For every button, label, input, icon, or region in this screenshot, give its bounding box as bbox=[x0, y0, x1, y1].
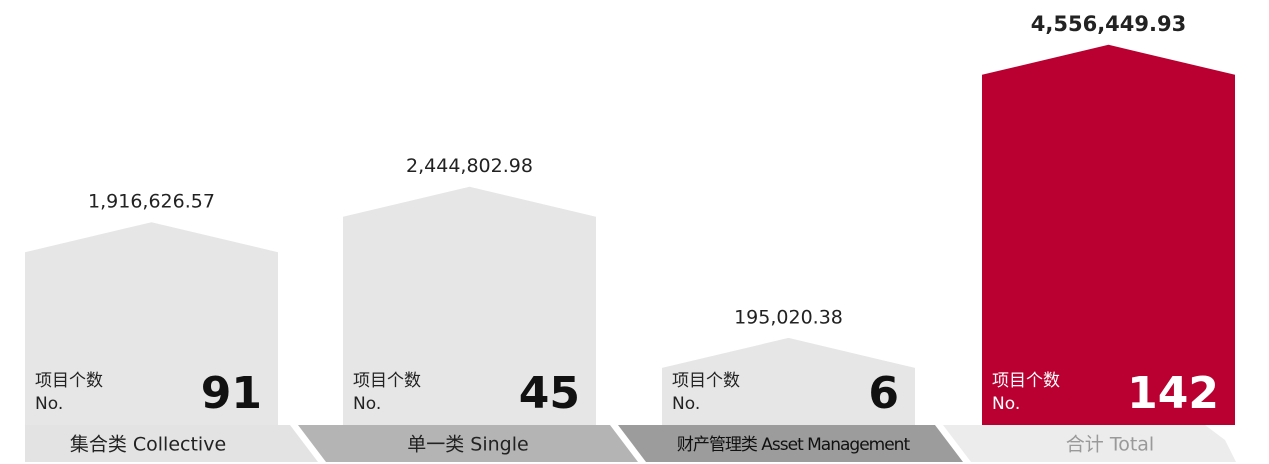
count-value: 6 bbox=[868, 368, 899, 419]
value-label: 195,020.38 bbox=[734, 306, 843, 328]
value-label: 4,556,449.93 bbox=[1031, 12, 1186, 36]
count-sublabel: No. bbox=[992, 394, 1020, 414]
value-label: 1,916,626.57 bbox=[88, 191, 215, 213]
count-sublabel: No. bbox=[353, 394, 381, 414]
category-label: 单一类 Single bbox=[407, 434, 528, 456]
category-label: 财产管理类 Asset Management bbox=[677, 435, 911, 455]
count-label: 项目个数 bbox=[353, 371, 421, 391]
bar bbox=[662, 337, 915, 425]
category-label: 集合类 Collective bbox=[70, 434, 226, 456]
count-sublabel: No. bbox=[35, 394, 63, 414]
category-tab bbox=[618, 425, 963, 462]
count-value: 142 bbox=[1127, 368, 1219, 419]
bar bbox=[982, 44, 1235, 425]
category-tab bbox=[25, 425, 318, 462]
category-tab bbox=[943, 425, 1236, 462]
bar bbox=[25, 222, 278, 425]
count-label: 项目个数 bbox=[992, 371, 1060, 391]
category-tab bbox=[298, 425, 638, 462]
count-sublabel: No. bbox=[672, 394, 700, 414]
count-value: 45 bbox=[519, 368, 580, 419]
count-label: 项目个数 bbox=[672, 371, 740, 391]
category-label: 合计 Total bbox=[1066, 434, 1154, 456]
bar bbox=[343, 186, 596, 425]
count-label: 项目个数 bbox=[35, 371, 103, 391]
value-label: 2,444,802.98 bbox=[406, 155, 533, 177]
count-value: 91 bbox=[201, 368, 262, 419]
